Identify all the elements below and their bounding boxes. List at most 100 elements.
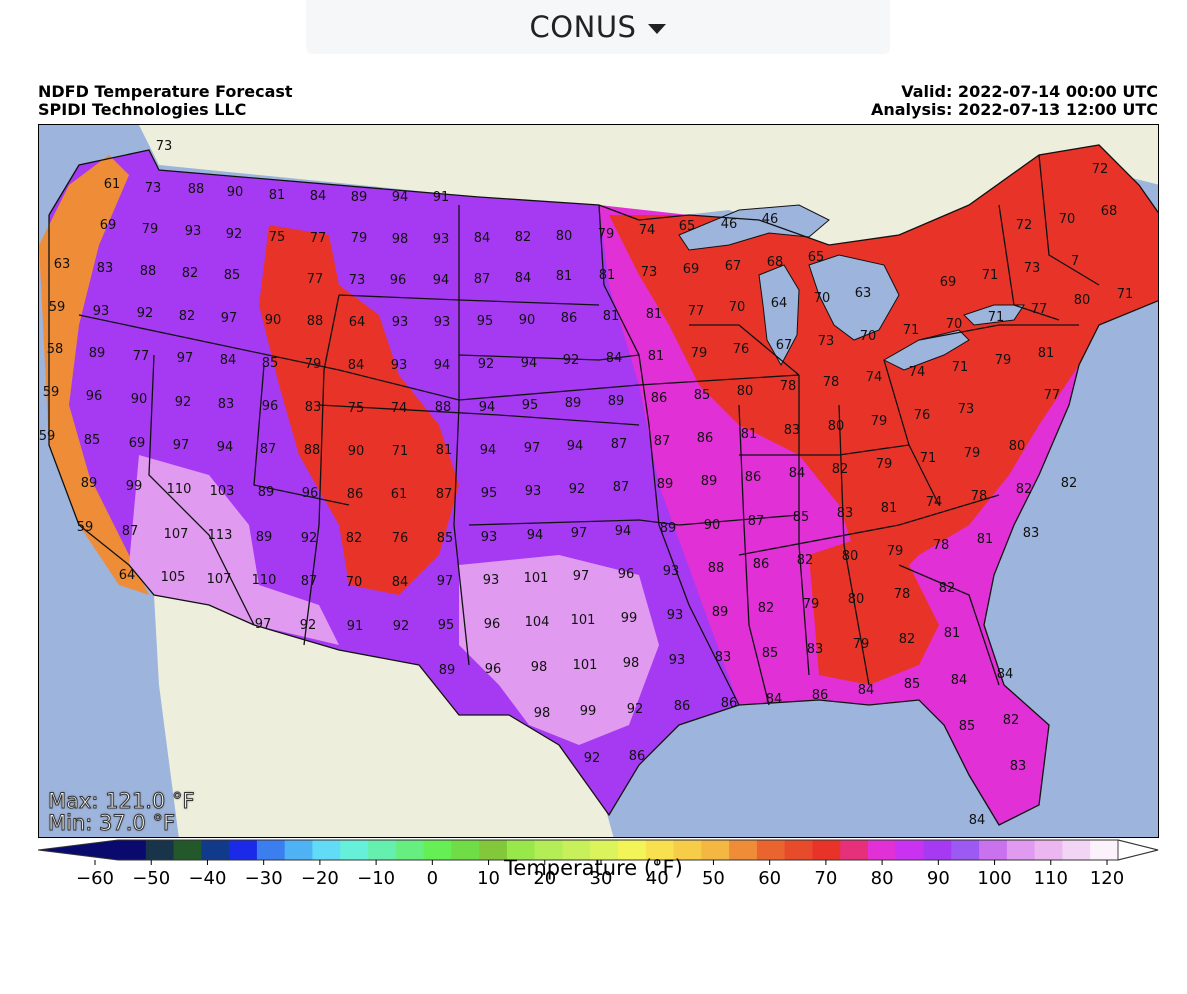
station-label: 84 bbox=[858, 683, 875, 698]
station-label: 7 bbox=[1071, 254, 1079, 269]
station-label: 61 bbox=[391, 487, 408, 502]
colorbar-tick-label: 80 bbox=[871, 868, 894, 888]
station-label: 63 bbox=[54, 257, 71, 272]
station-label: 81 bbox=[603, 309, 620, 324]
colorbar-swatch bbox=[756, 840, 786, 860]
station-label: 98 bbox=[623, 656, 640, 671]
station-label: 90 bbox=[704, 518, 721, 533]
station-label: 88 bbox=[307, 314, 324, 329]
station-label: 88 bbox=[188, 182, 205, 197]
station-label: 87 bbox=[613, 480, 630, 495]
station-label: 77 bbox=[1031, 302, 1048, 317]
station-label: 86 bbox=[674, 699, 691, 714]
station-label: 78 bbox=[894, 587, 911, 602]
station-label: 86 bbox=[697, 431, 714, 446]
station-label: 90 bbox=[227, 185, 244, 200]
station-label: 93 bbox=[434, 315, 451, 330]
station-label: 85 bbox=[694, 388, 711, 403]
station-label: 80 bbox=[842, 549, 859, 564]
station-label: 107 bbox=[164, 527, 189, 542]
station-label: 98 bbox=[534, 706, 551, 721]
station-label: 94 bbox=[615, 524, 632, 539]
station-label: 84 bbox=[789, 466, 806, 481]
station-label: 71 bbox=[988, 310, 1005, 325]
conus-hot-southwest bbox=[129, 455, 339, 645]
station-label: 80 bbox=[1074, 293, 1091, 308]
station-label: 67 bbox=[725, 259, 742, 274]
station-label: 69 bbox=[100, 218, 117, 233]
station-label: 85 bbox=[437, 531, 454, 546]
great-lakes bbox=[678, 204, 1025, 371]
station-label: 95 bbox=[438, 618, 455, 633]
station-label: 103 bbox=[210, 484, 235, 499]
station-label: 83 bbox=[837, 506, 854, 521]
station-label: 89 bbox=[351, 190, 368, 205]
station-label: 89 bbox=[258, 485, 275, 500]
station-label: 78 bbox=[823, 375, 840, 390]
station-label: 92 bbox=[300, 618, 317, 633]
station-label: 94 bbox=[567, 439, 584, 454]
station-label: 88 bbox=[708, 561, 725, 576]
station-label: 82 bbox=[832, 462, 849, 477]
station-label: 94 bbox=[217, 440, 234, 455]
station-label: 81 bbox=[944, 626, 961, 641]
station-label: 79 bbox=[995, 353, 1012, 368]
station-label: 73 bbox=[1024, 261, 1041, 276]
station-label: 84 bbox=[310, 189, 327, 204]
colorbar-swatch bbox=[590, 840, 619, 860]
station-label: 101 bbox=[573, 658, 598, 673]
station-label: 85 bbox=[793, 510, 810, 525]
station-label: 85 bbox=[84, 433, 101, 448]
lake-huron bbox=[808, 254, 900, 341]
colorbar-swatch bbox=[895, 840, 925, 860]
station-label: 82 bbox=[758, 601, 775, 616]
colorbar-swatch bbox=[423, 840, 452, 860]
station-label: 90 bbox=[519, 313, 536, 328]
colorbar-swatch bbox=[395, 840, 425, 860]
colorbar-swatch bbox=[701, 840, 730, 860]
station-label: 93 bbox=[483, 573, 500, 588]
station-label: 59 bbox=[77, 520, 94, 535]
chevron-down-icon bbox=[648, 24, 667, 34]
station-label: 73 bbox=[818, 334, 835, 349]
colorbar-swatch bbox=[979, 840, 1008, 860]
station-label: 70 bbox=[1059, 212, 1076, 227]
station-label: 89 bbox=[565, 396, 582, 411]
station-label: 84 bbox=[766, 692, 783, 707]
colorbar-tick-label: 100 bbox=[977, 868, 1011, 888]
station-label: 68 bbox=[1101, 204, 1118, 219]
map-title-block: NDFD Temperature Forecast SPIDI Technolo… bbox=[38, 83, 293, 119]
station-label: 86 bbox=[812, 688, 829, 703]
station-label: 94 bbox=[392, 190, 409, 205]
conus-cool-coast bbox=[39, 155, 149, 595]
station-label: 84 bbox=[951, 673, 968, 688]
station-label: 79 bbox=[871, 414, 888, 429]
max-temp: Max: 121.0 °F bbox=[48, 789, 196, 813]
station-label: 96 bbox=[485, 662, 502, 677]
station-label: 92 bbox=[137, 306, 154, 321]
station-label: 73 bbox=[641, 265, 658, 280]
region-selector[interactable]: CONUS bbox=[306, 0, 890, 54]
station-label: 92 bbox=[478, 357, 495, 372]
station-label: 79 bbox=[876, 457, 893, 472]
station-label: 83 bbox=[305, 400, 322, 415]
station-label: 72 bbox=[1092, 162, 1109, 177]
station-label: 92 bbox=[563, 353, 580, 368]
station-label: 91 bbox=[347, 619, 364, 634]
station-label: 91 bbox=[433, 190, 450, 205]
station-label: 81 bbox=[556, 269, 573, 284]
station-label: 85 bbox=[959, 719, 976, 734]
station-label: 97 bbox=[177, 351, 194, 366]
station-label: 76 bbox=[914, 408, 931, 423]
station-label: 86 bbox=[753, 557, 770, 572]
region-selector-label: CONUS bbox=[529, 10, 637, 44]
lake-michigan bbox=[758, 264, 800, 367]
station-label: 81 bbox=[436, 443, 453, 458]
station-label: 89 bbox=[81, 476, 98, 491]
station-label: 84 bbox=[969, 813, 986, 828]
station-label: 79 bbox=[964, 446, 981, 461]
station-label: 82 bbox=[899, 632, 916, 647]
map-time-block: Valid: 2022-07-14 00:00 UTC Analysis: 20… bbox=[871, 83, 1158, 119]
station-label: 93 bbox=[525, 484, 542, 499]
station-label: 79 bbox=[142, 222, 159, 237]
